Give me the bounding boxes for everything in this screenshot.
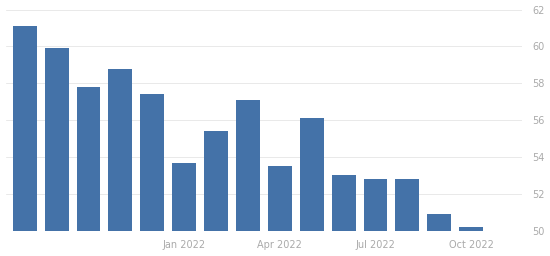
Bar — [427, 214, 451, 231]
Bar — [140, 94, 164, 231]
Bar — [300, 118, 324, 231]
Bar — [204, 131, 228, 231]
Bar — [491, 231, 515, 249]
Bar — [395, 179, 419, 231]
Bar — [268, 166, 292, 231]
Bar — [76, 87, 101, 231]
Bar — [13, 26, 37, 231]
Bar — [459, 227, 483, 231]
Bar — [236, 100, 260, 231]
Bar — [332, 175, 356, 231]
Bar — [364, 179, 387, 231]
Bar — [45, 48, 69, 231]
Bar — [172, 163, 196, 231]
Bar — [108, 69, 133, 231]
